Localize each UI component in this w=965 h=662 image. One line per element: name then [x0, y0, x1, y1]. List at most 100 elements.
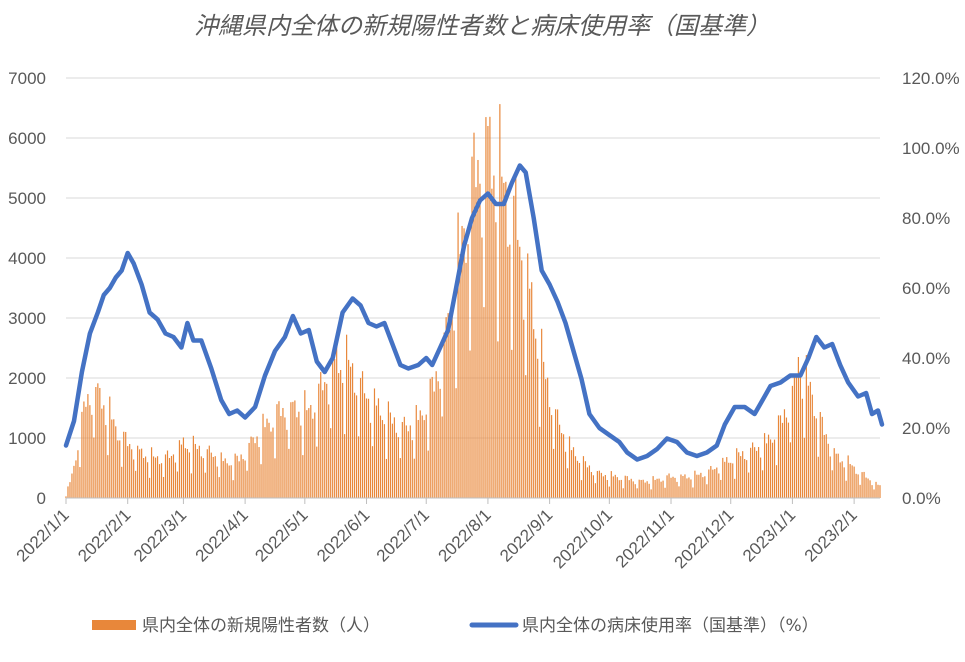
bar	[582, 456, 585, 498]
bar	[592, 475, 594, 498]
bar	[350, 366, 352, 498]
bar	[744, 459, 746, 498]
bar	[716, 467, 718, 498]
bar	[286, 429, 288, 498]
bar	[214, 456, 216, 498]
y-right-tick-label: 80.0%	[902, 209, 950, 228]
bar	[391, 423, 393, 498]
bar	[369, 422, 372, 498]
bar	[236, 455, 238, 498]
bar	[389, 412, 391, 498]
bar	[839, 462, 841, 498]
bar	[168, 457, 171, 498]
bar	[334, 359, 336, 498]
x-tick-label: 2022/12/1	[671, 505, 738, 572]
bar	[473, 132, 475, 499]
bar	[445, 317, 447, 498]
legend-label-new-cases: 県内全体の新規陽性者数（人）	[142, 616, 380, 636]
bar	[809, 381, 811, 498]
bar	[833, 448, 835, 498]
bar	[475, 187, 477, 498]
bar	[827, 443, 829, 498]
bar	[143, 457, 145, 498]
bar	[423, 420, 425, 498]
bar	[702, 477, 704, 498]
bar	[632, 481, 634, 498]
bar	[722, 457, 724, 498]
bar	[694, 470, 696, 498]
bar	[348, 359, 350, 498]
bar	[316, 446, 318, 498]
bar	[469, 350, 471, 498]
bar	[85, 406, 87, 498]
bar	[212, 456, 214, 498]
bar	[680, 474, 682, 498]
bar	[150, 447, 153, 498]
x-tick-label: 2022/6/1	[313, 505, 373, 565]
bar	[115, 426, 117, 498]
bar	[182, 437, 185, 498]
bar	[192, 435, 194, 498]
bar	[73, 465, 75, 498]
bar	[111, 419, 113, 498]
bar	[162, 476, 165, 498]
bar	[228, 465, 230, 498]
bar	[614, 474, 616, 498]
bar	[246, 470, 248, 498]
bar	[83, 401, 85, 498]
bar	[835, 453, 837, 498]
bar	[375, 405, 378, 498]
bar	[700, 472, 702, 498]
bar	[499, 104, 501, 498]
bar	[734, 478, 736, 498]
bar	[568, 436, 571, 498]
bar	[294, 400, 296, 498]
y-axis-right: 0.0% 20.0% 40.0% 60.0% 80.0% 100.0% 120.0%	[902, 69, 960, 508]
bar	[566, 468, 569, 498]
bar	[654, 479, 656, 498]
bar	[97, 383, 99, 498]
bar	[718, 473, 720, 498]
bar	[433, 391, 435, 498]
x-tick-label: 2023/2/1	[801, 505, 861, 565]
bar	[180, 444, 183, 498]
bar	[674, 477, 676, 498]
bar	[656, 478, 658, 498]
bar	[807, 385, 809, 498]
bar	[543, 361, 545, 498]
bar	[865, 477, 867, 498]
bar	[91, 414, 93, 498]
y-left-tick-label: 6000	[8, 129, 46, 148]
bar	[698, 474, 700, 498]
bar	[113, 419, 115, 498]
bar	[777, 415, 780, 498]
bar	[194, 443, 196, 498]
bar	[769, 439, 772, 498]
bar	[584, 461, 587, 498]
bar	[608, 486, 610, 498]
bar	[272, 427, 274, 498]
bar	[556, 409, 559, 498]
y-right-tick-label: 40.0%	[902, 349, 950, 368]
y-left-tick-label: 1000	[8, 429, 46, 448]
bar	[527, 253, 529, 498]
bar	[216, 466, 218, 498]
bar	[109, 396, 111, 498]
bar	[393, 417, 395, 498]
y-left-tick-label: 3000	[8, 309, 46, 328]
bar	[533, 329, 535, 498]
bar	[580, 480, 583, 498]
x-tick-label: 2022/9/1	[496, 505, 556, 565]
bar	[439, 388, 441, 498]
bar	[547, 377, 549, 498]
bar	[740, 456, 742, 498]
bar	[304, 390, 306, 498]
bar	[493, 175, 495, 499]
bar	[558, 424, 561, 498]
bar	[686, 478, 688, 498]
bar	[537, 358, 539, 498]
bar	[326, 383, 328, 498]
bar	[708, 469, 710, 498]
bar	[678, 486, 680, 498]
